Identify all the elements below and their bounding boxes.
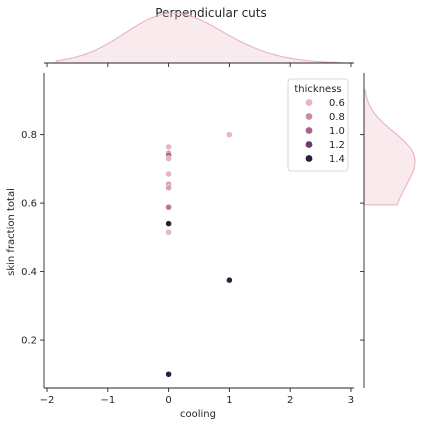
scatter-point <box>226 132 232 138</box>
y-axis-label: skin fraction total <box>6 188 17 276</box>
scatter-point <box>226 277 232 283</box>
legend-marker <box>306 155 313 162</box>
legend-marker <box>306 99 313 106</box>
x-density-curve <box>56 13 342 63</box>
y-tick-label: 0.4 <box>21 267 37 278</box>
scatter-point <box>166 221 172 227</box>
marginal-y-density <box>360 73 415 388</box>
scatter-point <box>166 171 172 177</box>
scatter-point <box>166 156 172 162</box>
y-tick-label: 0.8 <box>21 130 37 141</box>
legend-label: 1.2 <box>329 140 345 151</box>
y-axis: 0.2 0.4 0.6 0.8 <box>21 73 44 388</box>
legend-marker <box>306 127 313 134</box>
y-tick-label: 0.6 <box>21 199 37 210</box>
x-tick-label: −1 <box>100 395 115 406</box>
x-tick-label: −2 <box>40 395 55 406</box>
marginal-x-density <box>44 13 354 67</box>
x-axis: −2 −1 0 1 2 3 <box>40 388 354 406</box>
x-tick-label: 0 <box>165 395 171 406</box>
legend-label: 1.0 <box>329 126 345 137</box>
scatter-points <box>166 132 233 378</box>
legend-label: 1.4 <box>329 154 345 165</box>
scatter-point <box>166 144 172 150</box>
legend-label: 0.8 <box>329 112 345 123</box>
legend: thickness 0.6 0.8 1.0 1.2 1.4 <box>288 79 348 171</box>
x-tick-label: 2 <box>287 395 293 406</box>
scatter-point <box>166 204 172 210</box>
scatter-point <box>166 185 172 191</box>
scatter-point <box>166 229 172 235</box>
x-axis-label: cooling <box>180 409 216 420</box>
legend-marker <box>306 113 313 120</box>
x-tick-label: 1 <box>226 395 232 406</box>
legend-title: thickness <box>294 84 341 95</box>
scatter-point <box>166 371 172 377</box>
x-tick-label: 3 <box>348 395 354 406</box>
legend-marker <box>306 141 313 148</box>
y-tick-label: 0.2 <box>21 336 37 347</box>
legend-label: 0.6 <box>329 98 345 109</box>
y-density-curve <box>364 90 415 205</box>
